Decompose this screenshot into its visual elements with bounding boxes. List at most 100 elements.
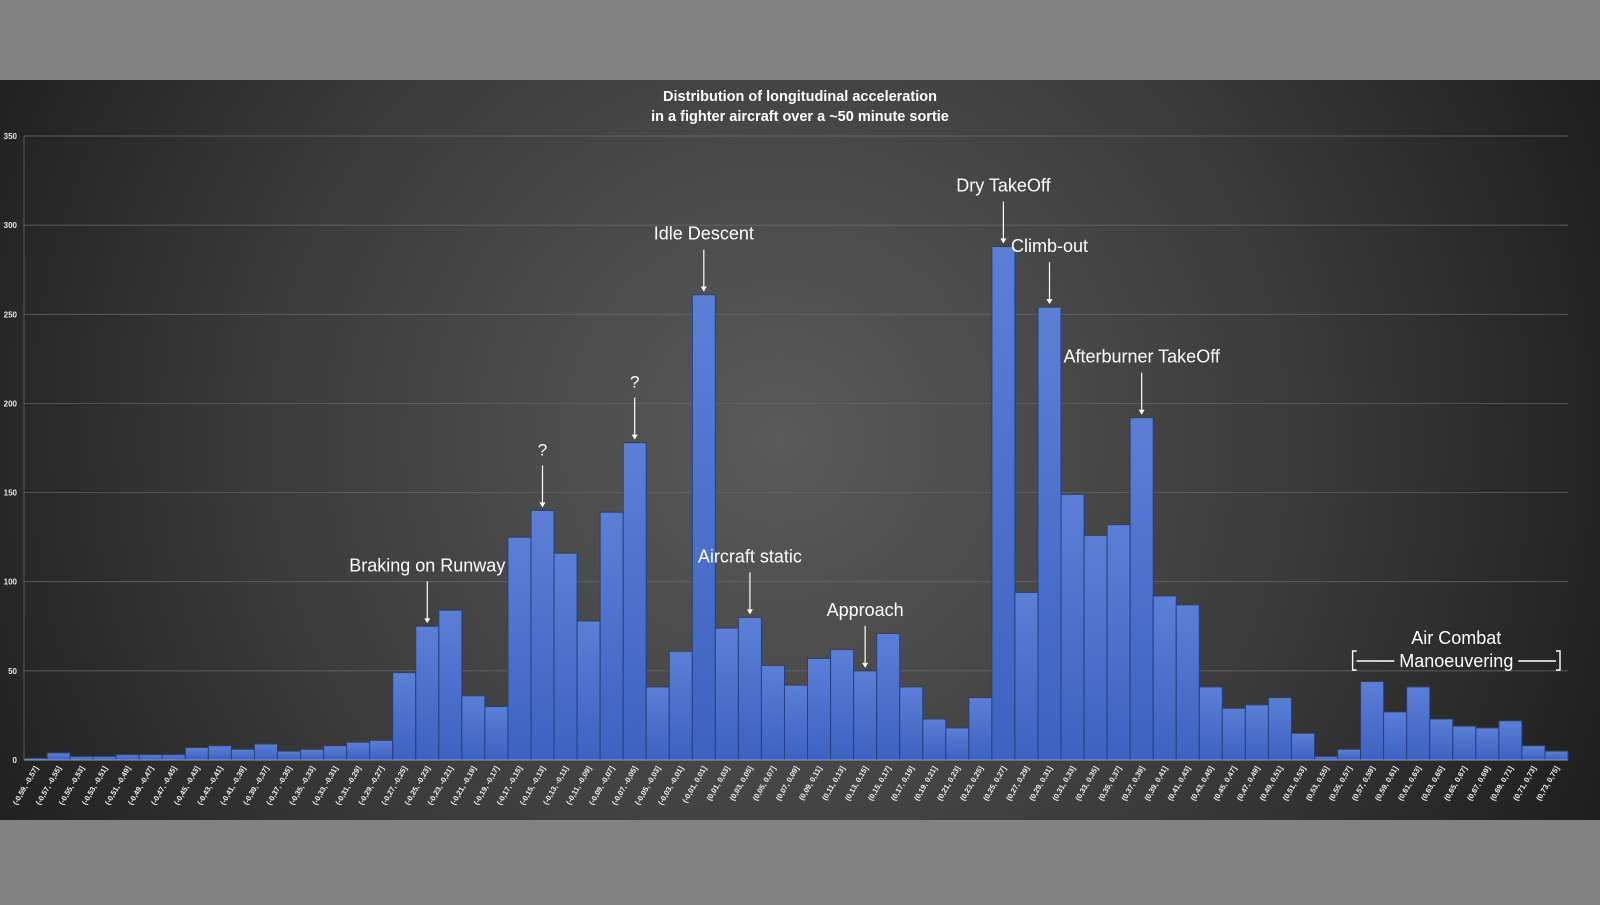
bracket-label-line-1: Air Combat xyxy=(1411,628,1501,648)
annotation-arrowhead xyxy=(1046,299,1053,305)
bar xyxy=(1152,595,1177,761)
bar xyxy=(853,670,878,761)
bar xyxy=(276,750,302,761)
bar xyxy=(138,754,163,761)
annotation-label: Climb-out xyxy=(1011,236,1088,256)
bracket-label-line-2: Manoeuvering xyxy=(1399,651,1513,671)
annotation-arrowhead xyxy=(1000,238,1007,244)
bracket-left xyxy=(1351,650,1357,671)
bar xyxy=(783,684,809,761)
bar xyxy=(1544,750,1569,761)
bar xyxy=(1290,732,1316,761)
annotations: Braking on Runway?? Idle Descent Aircraft … xyxy=(349,176,1561,671)
bar xyxy=(438,609,463,761)
y-tick-label: 0 xyxy=(13,756,18,765)
annotation-label: Aircraft static xyxy=(698,546,802,566)
annotation-arrowhead xyxy=(631,434,638,440)
bar xyxy=(714,627,739,761)
bar xyxy=(369,739,394,761)
bar xyxy=(1106,524,1131,761)
bar xyxy=(830,648,855,761)
y-tick-label: 150 xyxy=(4,489,18,498)
bar xyxy=(1521,745,1546,761)
gridlines xyxy=(24,135,1568,672)
annotation-arrowhead xyxy=(539,502,546,508)
bar xyxy=(807,657,832,761)
bar xyxy=(599,511,624,761)
bar xyxy=(300,748,325,761)
chart-title-line-1: Distribution of longitudinal acceleratio… xyxy=(663,89,937,105)
bar xyxy=(1221,707,1246,761)
y-tick-label: 350 xyxy=(4,132,18,141)
bar xyxy=(899,686,924,761)
bar xyxy=(622,442,647,761)
y-tick-label: 250 xyxy=(4,310,18,319)
annotation-arrowhead xyxy=(746,609,753,615)
bar xyxy=(968,697,993,761)
bar xyxy=(207,745,232,761)
bar xyxy=(1198,686,1223,761)
bar xyxy=(1244,704,1269,761)
bar xyxy=(184,747,209,761)
y-tick-label: 300 xyxy=(4,221,18,230)
bar xyxy=(1175,604,1200,761)
y-tick-label: 50 xyxy=(8,667,17,676)
annotation-label: Afterburner TakeOff xyxy=(1063,347,1220,367)
bar xyxy=(576,620,601,761)
annotation-label: Dry TakeOff xyxy=(956,176,1051,196)
bar xyxy=(115,754,140,761)
bar xyxy=(530,509,555,761)
bar xyxy=(323,745,348,761)
bar xyxy=(1083,534,1108,761)
bar xyxy=(922,718,947,761)
bar xyxy=(1267,697,1292,761)
bar xyxy=(392,672,417,761)
bar xyxy=(69,755,94,761)
annotation-label: Approach xyxy=(827,600,904,620)
bar xyxy=(1014,591,1039,761)
bar xyxy=(461,695,486,761)
bar xyxy=(945,727,970,761)
bar xyxy=(737,616,762,761)
annotation-arrowhead xyxy=(700,286,707,292)
bar xyxy=(346,741,371,761)
bar xyxy=(230,748,255,761)
bar xyxy=(1037,306,1062,761)
bar xyxy=(1360,681,1385,761)
bar xyxy=(1383,711,1408,761)
bar xyxy=(691,294,716,761)
annotation-label: Braking on Runway xyxy=(349,555,505,575)
bar xyxy=(1314,755,1339,761)
bracket xyxy=(1351,650,1561,671)
annotation-label: ? xyxy=(630,373,639,392)
y-tick-label: 100 xyxy=(4,578,18,587)
annotation-label: ? xyxy=(538,440,547,459)
bar xyxy=(1498,720,1523,761)
bar xyxy=(1429,718,1454,761)
chart-title: Distribution of longitudinal acceleratio… xyxy=(651,89,949,125)
bar xyxy=(1060,493,1085,761)
bar xyxy=(507,536,532,761)
bar xyxy=(1475,727,1500,761)
bar xyxy=(253,743,278,761)
annotation-arrowhead xyxy=(424,618,431,624)
bar xyxy=(484,706,509,761)
bar xyxy=(553,552,578,761)
bar xyxy=(1337,748,1362,761)
bars xyxy=(23,246,1569,761)
bar xyxy=(415,625,440,761)
chart-title-line-2: in a fighter aircraft over a ~50 minute … xyxy=(651,109,949,125)
bar xyxy=(1129,417,1154,761)
annotation-label: Idle Descent xyxy=(654,224,754,244)
bar xyxy=(760,665,785,761)
bar xyxy=(668,650,693,761)
y-tick-labels: 0 50 100 150 200 250 300 350 xyxy=(4,132,18,765)
bar xyxy=(1406,686,1431,761)
bar xyxy=(46,752,71,761)
annotation-arrowhead xyxy=(1138,409,1145,415)
bar xyxy=(991,246,1016,761)
bar xyxy=(876,632,901,761)
bar xyxy=(161,754,186,761)
